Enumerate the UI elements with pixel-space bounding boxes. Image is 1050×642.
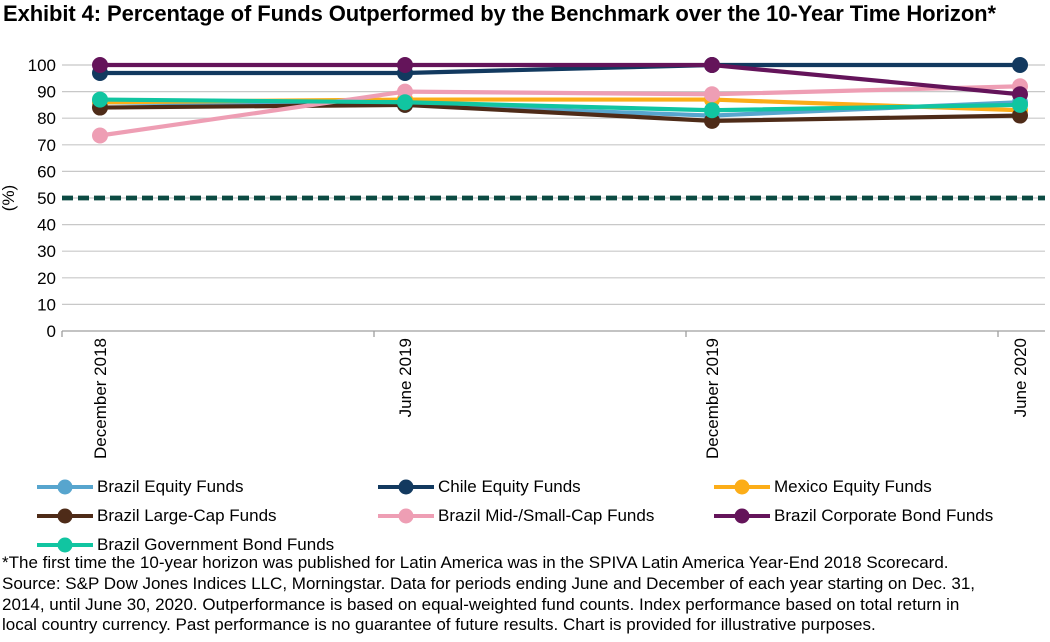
- data-point: [397, 57, 413, 73]
- y-axis-tick-label: 80: [37, 109, 56, 128]
- y-axis-tick-label: 70: [37, 136, 56, 155]
- footnote: *The first time the 10-year horizon was …: [2, 553, 1048, 636]
- footnote-line: Source: S&P Dow Jones Indices LLC, Morni…: [2, 573, 976, 593]
- legend-marker: [37, 508, 93, 524]
- legend-marker: [714, 508, 770, 524]
- x-axis-tick-label: June 2019: [396, 338, 415, 417]
- x-axis-labels: December 2018 June 2019 December 2019 June …: [91, 338, 1030, 459]
- legend-item-chile-equity-funds: Chile Equity Funds: [377, 477, 581, 497]
- legend-marker: [37, 537, 93, 553]
- legend-item-brazil-government-bond-funds: Brazil Government Bond Funds: [36, 535, 334, 555]
- data-point: [1012, 57, 1028, 73]
- footnote-line: local country currency. Past performance…: [2, 615, 876, 635]
- series-line: [97, 102, 1023, 123]
- series-line: [97, 84, 1023, 138]
- legend-item-brazil-large-cap-funds: Brazil Large-Cap Funds: [36, 506, 277, 526]
- legend-item-mexico-equity-funds: Mexico Equity Funds: [713, 477, 932, 497]
- legend-label: Brazil Mid-/Small-Cap Funds: [438, 506, 655, 525]
- y-axis-tick-label: 20: [37, 269, 56, 288]
- legend-label: Chile Equity Funds: [438, 477, 581, 496]
- series-brazil-government-bond-funds: [92, 91, 1028, 119]
- y-axis-labels: 0 10 20 30 40 50 60 70 80 90 100: [28, 56, 56, 341]
- data-point: [704, 86, 720, 103]
- legend-item-brazil-mid-small-cap-funds: Brazil Mid-/Small-Cap Funds: [377, 506, 654, 526]
- y-axis-tick-label: 60: [37, 162, 56, 181]
- series-line: [97, 62, 1023, 76]
- x-axis-tick-label: December 2018: [91, 338, 110, 459]
- data-point: [704, 102, 720, 119]
- y-axis-tick-label: 0: [47, 322, 56, 341]
- legend-label: Brazil Equity Funds: [97, 477, 244, 496]
- footnote-line: *The first time the 10-year horizon was …: [2, 553, 949, 572]
- data-point: [397, 94, 413, 111]
- data-point: [92, 127, 108, 144]
- y-axis-tick-label: 50: [37, 189, 56, 208]
- legend-label: Mexico Equity Funds: [774, 477, 932, 496]
- x-axis-tick-label: June 2020: [1011, 338, 1030, 417]
- legend-label: Brazil Government Bond Funds: [97, 535, 335, 554]
- y-axis-title: (%): [0, 185, 18, 211]
- legend-label: Brazil Corporate Bond Funds: [774, 506, 994, 525]
- data-point: [92, 91, 108, 108]
- legend-marker: [37, 479, 93, 495]
- legend-marker: [714, 479, 770, 495]
- chart-legend: Brazil Equity Funds Chile Equity Funds Mex…: [36, 477, 1050, 569]
- footnote-line: 2014, until June 30, 2020. Outperformanc…: [2, 594, 960, 614]
- data-point: [704, 57, 720, 73]
- series-line: [97, 62, 1023, 97]
- y-axis-tick-label: 30: [37, 242, 56, 261]
- y-axis-tick-label: 90: [37, 83, 56, 102]
- series-brazil-corporate-bond-funds: [92, 57, 1028, 103]
- legend-item-brazil-corporate-bond-funds: Brazil Corporate Bond Funds: [713, 506, 993, 526]
- x-axis-tick-label: December 2019: [703, 338, 722, 459]
- series-chile-equity-funds: [92, 57, 1028, 81]
- y-axis-tick-label: 100: [28, 56, 56, 75]
- y-axis-tick-label: 40: [37, 216, 56, 235]
- data-point: [92, 57, 108, 73]
- legend-marker: [378, 479, 434, 495]
- x-axis: [61, 330, 1045, 337]
- legend-item-brazil-equity-funds: Brazil Equity Funds: [36, 477, 243, 497]
- y-axis-tick-label: 10: [37, 295, 56, 314]
- legend-label: Brazil Large-Cap Funds: [97, 506, 277, 525]
- series-line: [97, 97, 1023, 113]
- data-point: [1012, 96, 1028, 113]
- legend-marker: [378, 508, 434, 524]
- chart-title: Exhibit 4: Percentage of Funds Outperfor…: [3, 1, 996, 26]
